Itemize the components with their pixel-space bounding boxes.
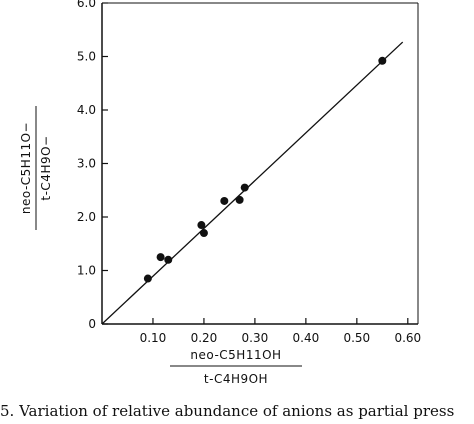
x-axis-label: neo-C5H11OH t-C4H9OH <box>170 348 302 386</box>
x-tick-label: 0.10 <box>140 331 167 345</box>
fit-line <box>101 41 404 325</box>
y-label-numerator: neo-C5H11O− <box>19 122 33 214</box>
x-tick-label: 0.20 <box>191 331 218 345</box>
data-point <box>143 274 152 283</box>
y-axis-label: neo-C5H11O− t-C4H9O− <box>19 106 53 230</box>
y-tick-label: 3.0 <box>77 157 96 171</box>
x-tick-label: 0.30 <box>242 331 269 345</box>
y-tick-label: 2.0 <box>77 210 96 224</box>
y-tick-label: 1.0 <box>77 264 96 278</box>
data-point <box>378 56 387 65</box>
data-point <box>235 195 244 204</box>
data-point <box>197 221 206 230</box>
x-tick-label: 0.40 <box>293 331 320 345</box>
y-tick-label: 4.0 <box>77 103 96 117</box>
y-tick-label: 0 <box>88 317 96 331</box>
scatter-chart: 0.10 0.20 0.30 0.40 0.50 0.60 0 1.0 2.0 3.0 4.0 5.… <box>19 0 421 386</box>
data-point <box>156 253 165 262</box>
y-tick-label: 6.0 <box>77 0 96 10</box>
data-points <box>143 56 387 283</box>
x-label-numerator: neo-C5H11OH <box>190 348 281 362</box>
y-tick-label: 5.0 <box>77 50 96 64</box>
data-point <box>240 183 249 192</box>
data-point <box>164 255 173 264</box>
x-tick-label: 0.50 <box>343 331 370 345</box>
figure-caption: 5. Variation of relative abundance of an… <box>0 402 455 420</box>
y-axis-ticks: 0 1.0 2.0 3.0 4.0 5.0 6.0 <box>77 0 108 331</box>
x-axis-ticks: 0.10 0.20 0.30 0.40 0.50 0.60 <box>140 318 421 345</box>
data-point <box>199 229 208 238</box>
x-label-denominator: t-C4H9OH <box>204 372 268 386</box>
y-label-denominator: t-C4H9O− <box>39 135 53 200</box>
x-tick-label: 0.60 <box>394 331 421 345</box>
data-point <box>220 196 229 205</box>
